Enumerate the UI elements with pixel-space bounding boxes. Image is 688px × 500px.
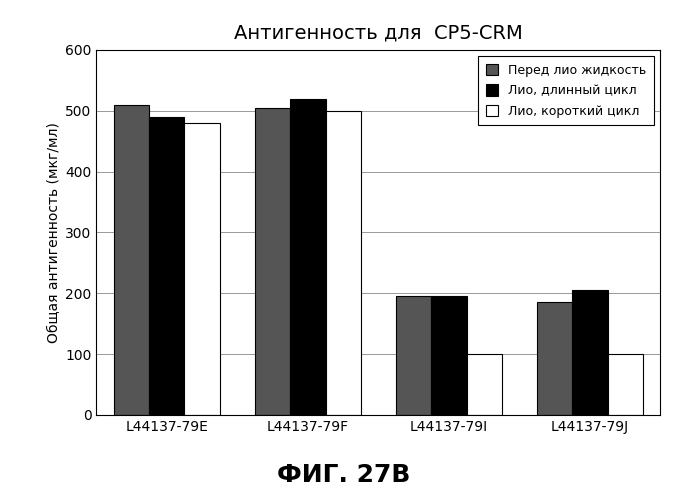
Bar bbox=[431, 296, 466, 415]
Legend: Перед лио жидкость, Лио, длинный цикл, Лио, короткий цикл: Перед лио жидкость, Лио, длинный цикл, Л… bbox=[478, 56, 654, 125]
Bar bbox=[396, 296, 431, 415]
Bar bbox=[572, 290, 608, 415]
Y-axis label: Общая антигенность (мкг/мл): Общая антигенность (мкг/мл) bbox=[47, 122, 61, 343]
Bar bbox=[325, 111, 361, 415]
Bar bbox=[255, 108, 290, 415]
Bar bbox=[184, 123, 219, 415]
Bar bbox=[290, 98, 325, 415]
Bar bbox=[114, 104, 149, 415]
Title: Антигенность для  CP5-CRM: Антигенность для CP5-CRM bbox=[234, 24, 523, 43]
Bar bbox=[466, 354, 502, 415]
Bar bbox=[537, 302, 572, 415]
Bar bbox=[608, 354, 643, 415]
Text: ФИГ. 27B: ФИГ. 27B bbox=[277, 463, 411, 487]
Bar bbox=[149, 117, 184, 415]
